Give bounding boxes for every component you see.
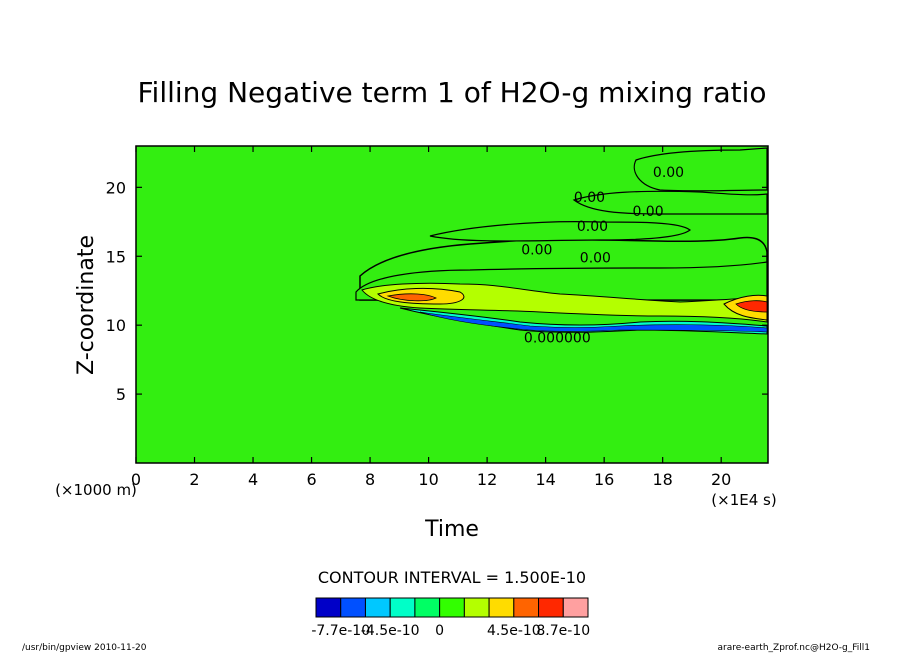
x-tick-label-6: 12	[477, 470, 497, 489]
colorbar-swatch-6	[463, 597, 490, 618]
x-tick-label-1: 2	[189, 470, 199, 489]
y-axis-unit: (×1000 m)	[55, 481, 137, 499]
contour-label-0: 0.00	[653, 165, 684, 181]
x-tick-label-9: 18	[652, 470, 672, 489]
contour-region-mid	[429, 221, 691, 242]
x-tick-label-3: 6	[306, 470, 316, 489]
colorbar-label-3: 4.5e-10	[487, 623, 541, 639]
x-tick-label-10: 20	[711, 470, 731, 489]
contour-label-5: 0.00	[580, 251, 611, 267]
contour-region-right-red	[735, 300, 768, 313]
y-tick-label-2: 15	[106, 247, 126, 266]
x-tick-label-7: 14	[535, 470, 555, 489]
contour-field	[355, 147, 768, 335]
colorbar-label-2: 0	[435, 623, 444, 639]
contour-region-upper-top	[633, 147, 768, 192]
contour-region-orange	[386, 293, 437, 302]
x-tick-label-2: 4	[248, 470, 258, 489]
plot-frame	[135, 145, 769, 464]
colorbar-swatch-7	[488, 597, 515, 618]
x-axis-unit: (×1E4 s)	[711, 491, 776, 509]
colorbar-labels: -7.7e-10-4.5e-10 0 4.5e-108.7e-10	[311, 623, 590, 639]
y-tick-label-3: 20	[106, 178, 126, 197]
y-axis-label: Z-coordinate	[74, 235, 99, 375]
contour-label-2: 0.00	[632, 204, 663, 220]
colorbar-swatch-1	[340, 597, 366, 618]
contour-label-3: 0.00	[577, 219, 608, 235]
contour-interval-text: CONTOUR INTERVAL = 1.500E-10	[318, 568, 586, 587]
colorbar-swatch-5	[439, 597, 465, 618]
colorbar-swatch-2	[364, 597, 391, 618]
x-tick-label-0: 0	[131, 470, 141, 489]
x-tick-label-8: 16	[594, 470, 614, 489]
x-tick-label-5: 10	[418, 470, 438, 489]
colorbar-label-1: -4.5e-10	[361, 623, 420, 639]
contour-label-1: 0.00	[574, 190, 605, 206]
y-tick-label-0: 5	[116, 385, 126, 404]
contour-label-4: 0.00	[521, 242, 552, 258]
colorbar-swatch-0	[315, 597, 342, 618]
colorbar-label-4: 8.7e-10	[536, 623, 590, 639]
colorbar	[315, 597, 589, 618]
footer-right: arare-earth_Zprof.nc@H2O-g_Fill1	[718, 643, 870, 653]
chart-title: Filling Negative term 1 of H2O-g mixing …	[137, 76, 766, 109]
colorbar-label-0: -7.7e-10	[311, 623, 370, 639]
colorbar-swatch-8	[513, 597, 540, 618]
contour-region-mid-top	[572, 190, 768, 215]
contour-labels: 0.00 0.00 0.00 0.00 0.00 0.00 0.000000	[521, 165, 684, 346]
footer-left: /usr/bin/gpview 2010-11-20	[22, 643, 147, 653]
y-tick-label-1: 10	[106, 316, 126, 335]
x-axis-label: Time	[424, 517, 479, 542]
colorbar-swatch-3	[389, 597, 416, 618]
colorbar-swatch-10	[562, 597, 589, 618]
x-tick-label-4: 8	[365, 470, 375, 489]
colorbar-swatch-9	[538, 597, 564, 618]
x-axis: 0 2 4 6 8 10 12 14 16 18 20	[131, 146, 731, 489]
contour-label-6: 0.000000	[524, 331, 591, 347]
contour-region-blue-band	[419, 311, 768, 333]
y-axis: 5 10 15 20	[106, 178, 768, 404]
colorbar-swatch-4	[414, 597, 441, 618]
